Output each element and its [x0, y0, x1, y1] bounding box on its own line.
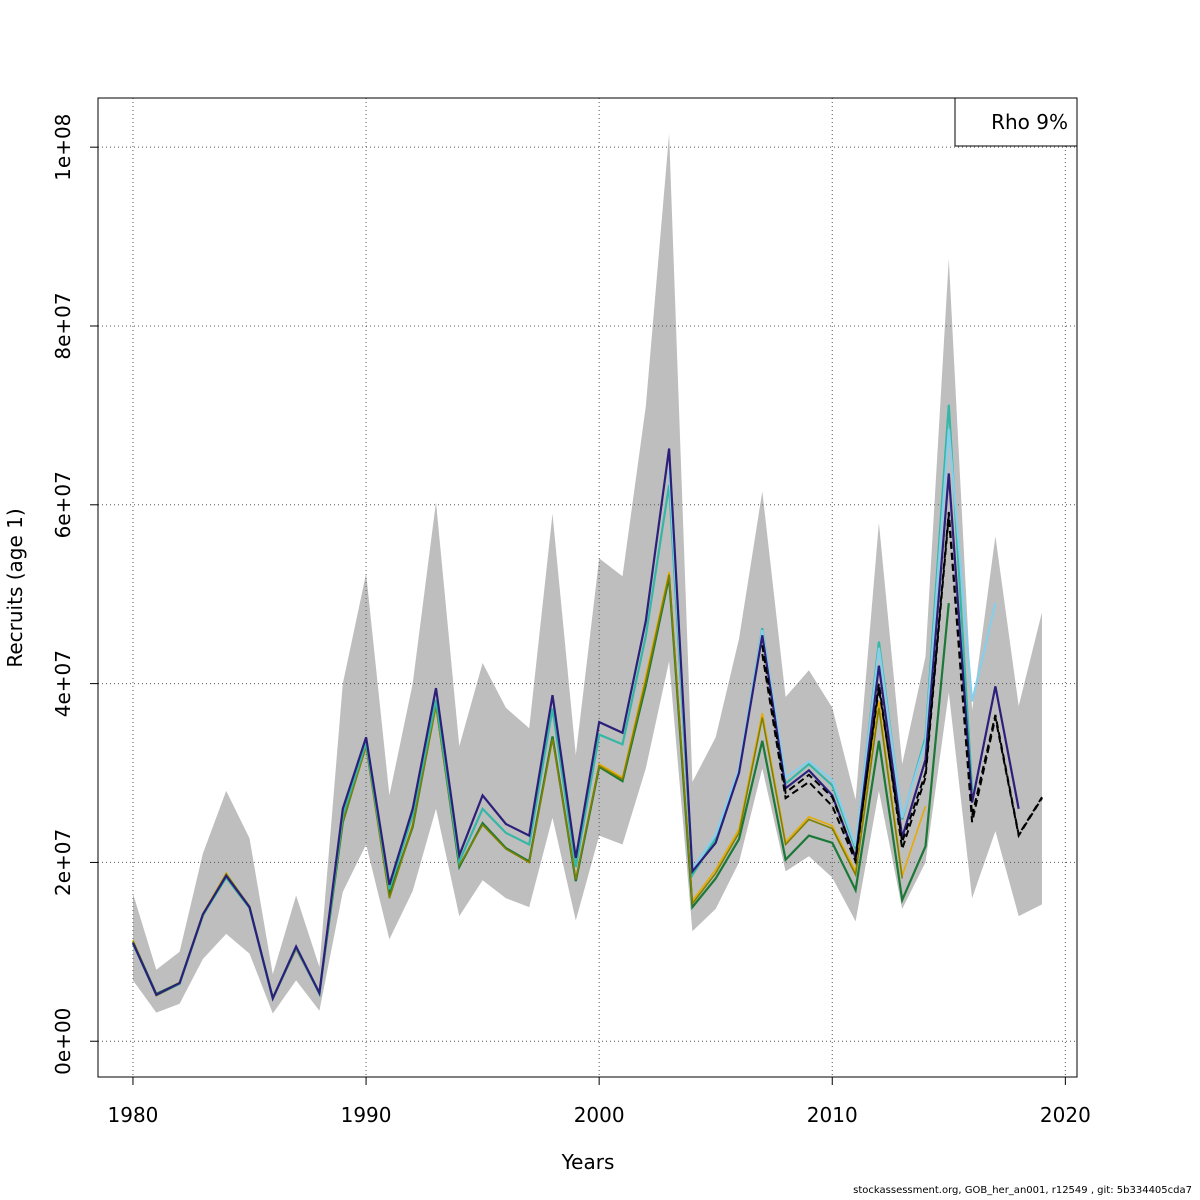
- confidence-band: [133, 133, 1042, 1014]
- x-tick-label: 2020: [1040, 1103, 1091, 1127]
- y-tick-label: 8e+07: [51, 292, 75, 359]
- x-axis: 1980 1990 2000 2010 2020: [108, 1076, 1091, 1127]
- y-tick-label: 6e+07: [51, 471, 75, 538]
- legend-entry: Rho 9%: [991, 110, 1068, 134]
- y-axis-label: Recruits (age 1): [3, 508, 27, 667]
- x-axis-label: Years: [561, 1150, 615, 1174]
- series-line-5: [131, 448, 1020, 1002]
- series-line-4: [668, 428, 997, 872]
- legend: Rho 9%: [954, 97, 1078, 147]
- confidence-band-layer: [133, 133, 1042, 1014]
- x-tick-label: 2010: [807, 1103, 858, 1127]
- x-tick-label: 2000: [574, 1103, 625, 1127]
- series-line-7: [761, 511, 1043, 859]
- y-tick-label: 4e+07: [51, 650, 75, 717]
- footer-credit: stockassessment.org, GOB_her_an001, r125…: [853, 1185, 1192, 1196]
- x-tick-label: 1990: [341, 1103, 392, 1127]
- y-tick-label: 1e+08: [51, 114, 75, 181]
- legend-box: [954, 97, 1078, 147]
- y-tick-label: 0e+00: [51, 1008, 75, 1075]
- x-tick-label: 1980: [108, 1103, 159, 1127]
- y-axis: 0e+00 2e+07 4e+07 6e+07 8e+07 1e+08: [51, 114, 99, 1075]
- series-layer: [131, 404, 1043, 1002]
- y-tick-label: 2e+07: [51, 829, 75, 896]
